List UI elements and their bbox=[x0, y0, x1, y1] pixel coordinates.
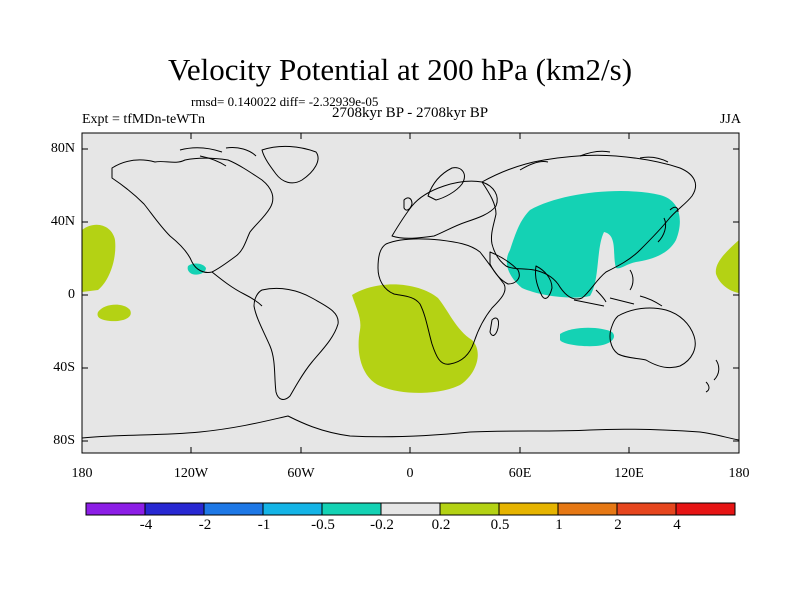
coastline-arabia bbox=[489, 251, 520, 285]
positive-anomaly-region-atlantic bbox=[352, 284, 478, 393]
positive-anomaly-region-pacific-west bbox=[82, 224, 116, 292]
positive-anomaly-region-pacific-small bbox=[97, 304, 131, 322]
season-label: JJA bbox=[719, 112, 741, 127]
coastline-indonesia bbox=[573, 289, 663, 307]
colorbar-label: 2 bbox=[614, 517, 622, 533]
lat-label-80n: 80N bbox=[50, 141, 75, 156]
lat-label-40s: 40S bbox=[53, 360, 75, 375]
colorbar-label: -0.2 bbox=[370, 517, 394, 533]
coastline-europe bbox=[391, 180, 498, 239]
colorbar-box bbox=[439, 502, 500, 516]
colorbar-box bbox=[262, 502, 323, 516]
coastline-north-america bbox=[111, 157, 274, 273]
coastline-greenland bbox=[261, 145, 319, 184]
coastline-arctic-islands bbox=[179, 147, 257, 167]
map-title: Velocity Potential at 200 hPa (km2/s) bbox=[167, 52, 633, 87]
lon-label-120e: 120E bbox=[614, 466, 644, 481]
coastline-australia bbox=[609, 307, 696, 369]
lon-label-0: 0 bbox=[406, 466, 414, 481]
anomaly-regions bbox=[82, 191, 739, 393]
lon-label-120w: 120W bbox=[173, 466, 209, 481]
colorbar-label: -1 bbox=[257, 517, 271, 533]
time-period-label: 2708kyr BP - 2708kyr BP bbox=[331, 105, 489, 121]
coastline-africa bbox=[377, 238, 506, 365]
colorbar bbox=[85, 502, 736, 516]
coastline-scandinavia bbox=[427, 167, 465, 201]
axis-ticks bbox=[82, 133, 739, 453]
colorbar-label: 1 bbox=[555, 517, 563, 533]
colorbar-box bbox=[85, 502, 146, 516]
lat-label-0: 0 bbox=[68, 287, 75, 302]
colorbar-box bbox=[321, 502, 382, 516]
lon-label-180w: 180 bbox=[71, 466, 93, 481]
coastline-india bbox=[535, 265, 553, 299]
positive-anomaly-region-pacific-east bbox=[715, 240, 739, 293]
coastline-south-america bbox=[253, 287, 339, 400]
colorbar-label: 4 bbox=[673, 517, 681, 533]
colorbar-box bbox=[144, 502, 205, 516]
coastline-new-zealand bbox=[705, 359, 720, 393]
coastlines bbox=[81, 145, 740, 441]
negative-anomaly-region-pacific bbox=[187, 263, 206, 275]
coastline-antarctica bbox=[81, 415, 740, 441]
colorbar-label: -4 bbox=[139, 517, 153, 533]
colorbar-box bbox=[675, 502, 736, 516]
experiment-label: Expt = tfMDn-teWTn bbox=[82, 112, 205, 127]
rmsd-diff-stats: rmsd= 0.140022 diff= -2.32939e-05 bbox=[191, 94, 379, 109]
colorbar-box bbox=[380, 502, 441, 516]
colorbar-label: 0.2 bbox=[431, 517, 451, 533]
lon-label-180e: 180 bbox=[728, 466, 750, 481]
colorbar-box bbox=[557, 502, 618, 516]
coastline-central-america bbox=[211, 271, 263, 307]
coastline-japan bbox=[657, 206, 679, 243]
coastline-philippines bbox=[629, 269, 634, 291]
colorbar-label: -0.5 bbox=[311, 517, 335, 533]
coastline-uk bbox=[403, 197, 413, 211]
lon-label-60w: 60W bbox=[287, 466, 315, 481]
lat-label-40n: 40N bbox=[50, 214, 75, 229]
coastline-madagascar bbox=[489, 317, 499, 336]
colorbar-box bbox=[203, 502, 264, 516]
colorbar-label: 0.5 bbox=[490, 517, 510, 533]
coastline-siberia-north bbox=[519, 150, 669, 171]
colorbar-label: -2 bbox=[198, 517, 212, 533]
negative-anomaly-region-indian-ocean bbox=[560, 327, 615, 347]
lat-label-80s: 80S bbox=[53, 433, 75, 448]
colorbar-box bbox=[616, 502, 677, 516]
coastline-asia bbox=[481, 154, 696, 300]
lon-label-60e: 60E bbox=[508, 466, 532, 481]
negative-anomaly-region-asia bbox=[506, 191, 680, 298]
colorbar-box bbox=[498, 502, 559, 516]
